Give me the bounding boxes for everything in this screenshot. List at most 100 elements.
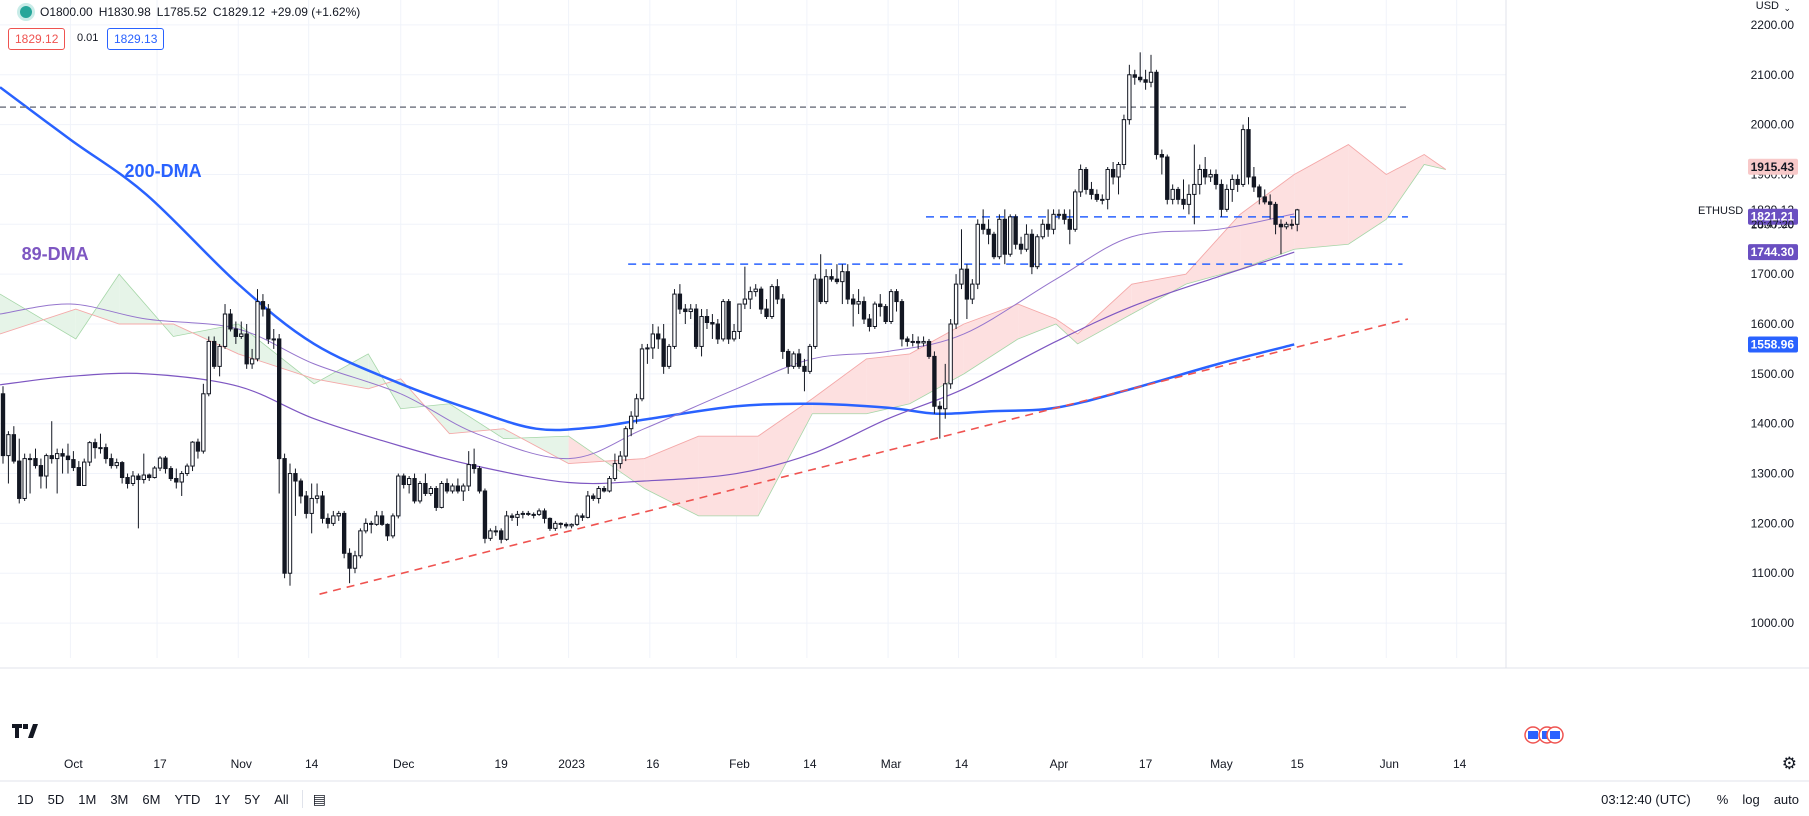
timeframe-3m[interactable]: 3M [110,791,129,807]
candle[interactable] [1289,219,1294,230]
candle[interactable] [1100,194,1105,205]
candle[interactable] [1018,236,1024,255]
log-scale-toggle[interactable]: log [1742,791,1760,807]
candle[interactable] [953,274,959,329]
candle[interactable] [699,309,704,357]
candle[interactable] [607,476,612,493]
candle[interactable] [363,518,368,534]
candle[interactable] [195,438,201,459]
candle[interactable] [352,550,358,574]
timeframe-ytd[interactable]: YTD [174,791,201,807]
candle[interactable] [509,513,515,521]
candle[interactable] [33,448,38,469]
candle[interactable] [1116,162,1121,195]
candle[interactable] [1192,144,1197,225]
candle[interactable] [563,522,569,529]
candle[interactable] [867,314,872,332]
candle[interactable] [813,274,818,349]
candle[interactable] [650,324,655,359]
candle[interactable] [693,304,699,349]
candle[interactable] [639,343,645,402]
candle[interactable] [417,481,423,504]
candle[interactable] [656,326,661,349]
candle[interactable] [141,453,146,484]
candle[interactable] [1110,162,1116,185]
candle[interactable] [439,481,444,509]
candle[interactable] [634,393,639,424]
candle[interactable] [49,421,54,464]
candle[interactable] [536,508,542,516]
candle[interactable] [731,324,737,342]
candle[interactable] [336,510,341,521]
candle[interactable] [531,512,536,519]
candle[interactable] [1089,181,1094,200]
candle[interactable] [591,493,596,501]
candle[interactable] [997,214,1002,260]
candle[interactable] [829,269,834,282]
candle[interactable] [612,453,618,482]
candle[interactable] [964,264,970,320]
candle[interactable] [1257,184,1262,205]
candle[interactable] [807,343,813,374]
candle[interactable] [888,289,894,324]
candle[interactable] [915,336,921,349]
candle[interactable] [461,483,466,501]
candle[interactable] [130,471,136,486]
candle[interactable] [168,466,174,482]
candle[interactable] [878,294,883,317]
candle[interactable] [320,490,325,524]
candle[interactable] [1045,209,1051,237]
candle[interactable] [1094,189,1100,202]
candle[interactable] [1284,221,1289,230]
timeframe-6m[interactable]: 6M [142,791,161,807]
candle[interactable] [325,513,331,529]
candle[interactable] [1067,209,1072,245]
candle[interactable] [872,301,878,329]
candle[interactable] [217,343,222,377]
timeframe-5y[interactable]: 5Y [244,791,261,807]
candle[interactable] [1029,229,1035,275]
candle[interactable] [683,304,688,324]
candle[interactable] [152,466,157,479]
candle[interactable] [504,510,509,541]
candle[interactable] [840,264,845,305]
candle[interactable] [406,476,412,494]
candle[interactable] [1105,166,1110,210]
candle[interactable] [910,333,915,347]
candle[interactable] [726,299,731,344]
candle[interactable] [499,528,504,544]
candle[interactable] [1273,201,1278,235]
candle[interactable] [688,304,693,320]
candle[interactable] [1186,184,1192,215]
candle[interactable] [786,348,791,374]
candle[interactable] [190,441,195,472]
candle[interactable] [769,284,775,320]
candle[interactable] [266,304,271,344]
candle[interactable] [1219,179,1224,217]
candle[interactable] [341,510,347,559]
candle[interactable] [986,219,991,245]
candle[interactable] [1246,117,1251,185]
candle[interactable] [1040,219,1045,240]
candle[interactable] [899,299,905,347]
candle[interactable] [921,336,926,347]
candle[interactable] [861,296,867,324]
candle[interactable] [157,456,163,472]
candle[interactable] [455,478,461,494]
candle[interactable] [943,363,948,419]
candle[interactable] [347,548,352,584]
candle[interactable] [742,266,748,310]
candle[interactable] [233,321,239,344]
candle[interactable] [1132,69,1137,85]
candle[interactable] [1197,164,1202,195]
candle[interactable] [1143,69,1148,90]
candle[interactable] [1165,154,1170,205]
candle[interactable] [547,517,553,531]
candle[interactable] [87,441,92,467]
candle[interactable] [0,386,6,464]
candle[interactable] [369,520,374,534]
candle[interactable] [980,209,986,235]
utc-clock[interactable]: 03:12:40 (UTC) [1601,791,1691,807]
candle[interactable] [894,289,899,312]
candle[interactable] [82,458,87,487]
